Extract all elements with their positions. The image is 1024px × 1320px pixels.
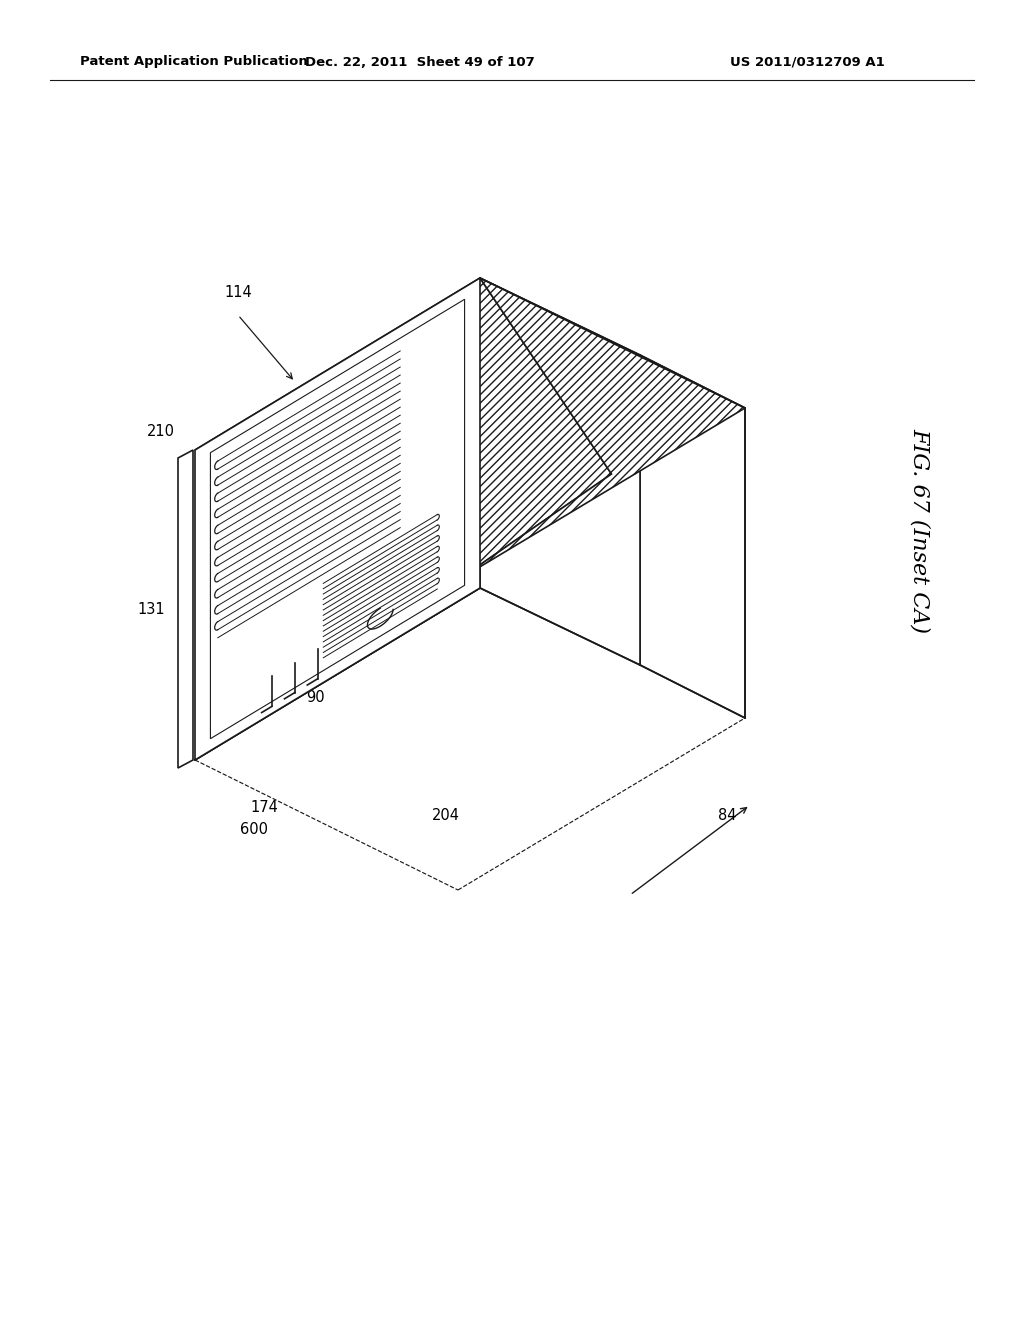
Text: 174: 174 (250, 800, 278, 816)
Text: 90: 90 (306, 690, 325, 705)
Text: FIG. 67 (Inset CA): FIG. 67 (Inset CA) (909, 428, 931, 632)
Text: 131: 131 (137, 602, 165, 618)
Text: Dec. 22, 2011  Sheet 49 of 107: Dec. 22, 2011 Sheet 49 of 107 (305, 55, 535, 69)
Text: 114: 114 (224, 285, 252, 300)
Polygon shape (480, 279, 640, 665)
Text: 600: 600 (240, 822, 268, 837)
Text: 204: 204 (432, 808, 460, 822)
Polygon shape (178, 450, 193, 768)
Polygon shape (458, 279, 745, 579)
Polygon shape (195, 279, 480, 760)
Polygon shape (195, 279, 611, 579)
Text: 90: 90 (371, 618, 389, 632)
Polygon shape (640, 355, 745, 718)
Text: Patent Application Publication: Patent Application Publication (80, 55, 308, 69)
Text: 210: 210 (147, 425, 175, 440)
Text: 84: 84 (718, 808, 736, 822)
Text: US 2011/0312709 A1: US 2011/0312709 A1 (730, 55, 885, 69)
